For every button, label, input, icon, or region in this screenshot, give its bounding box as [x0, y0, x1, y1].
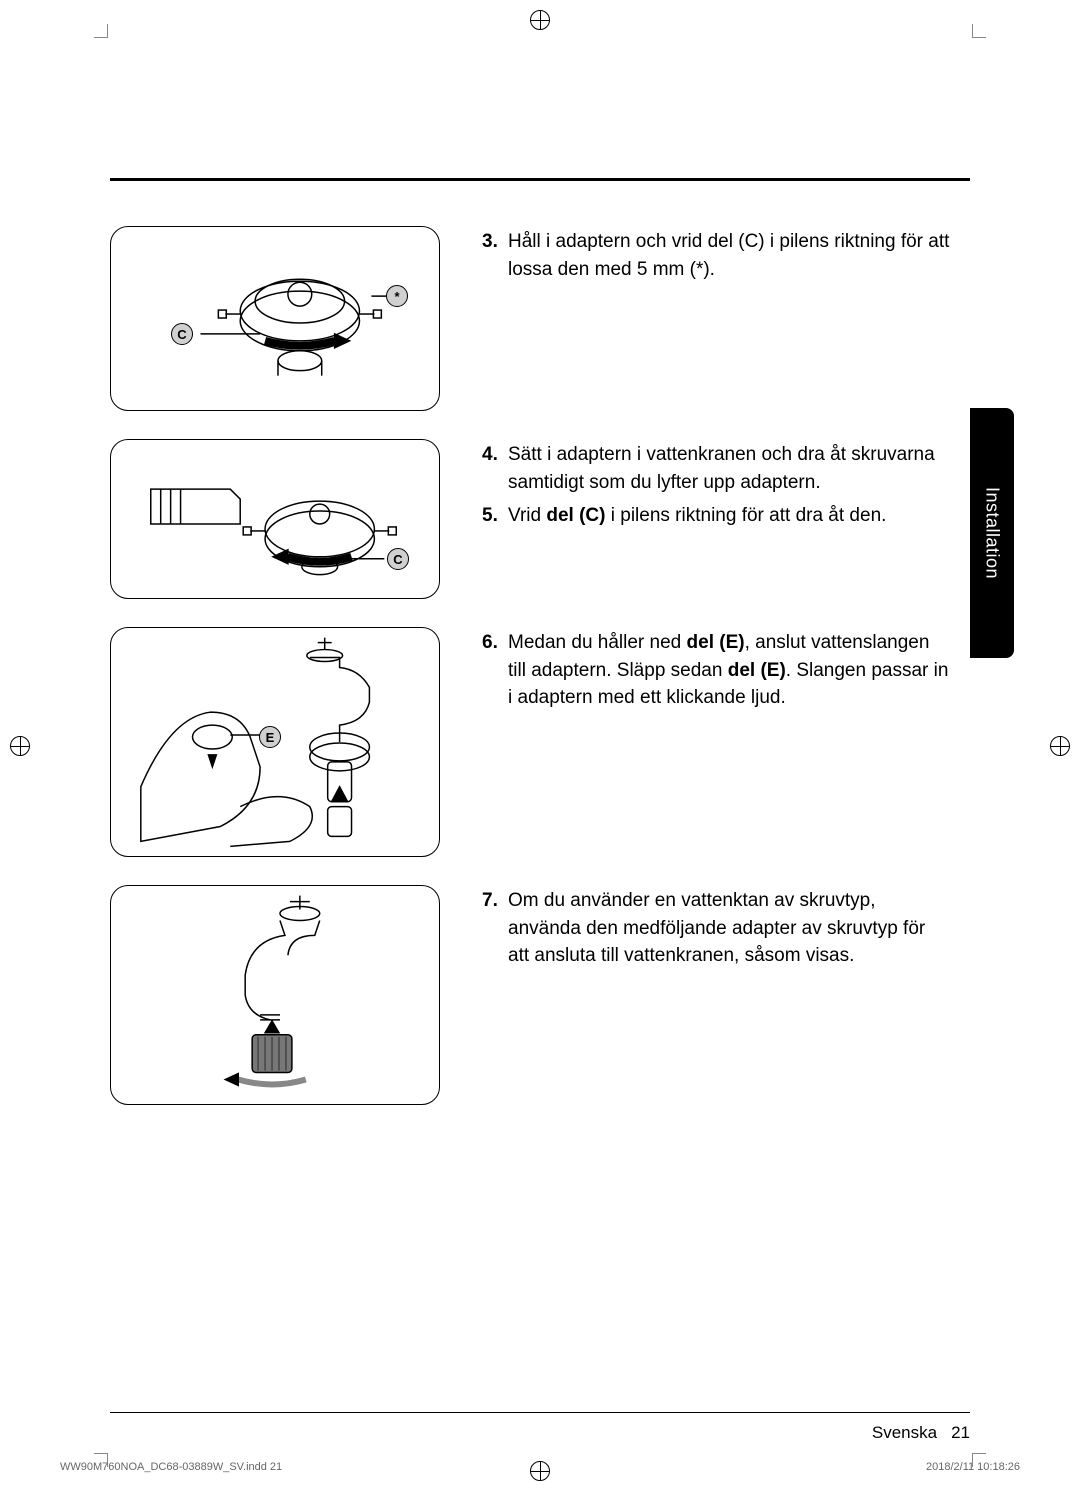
label-c: C: [387, 548, 409, 570]
step-4-number: 4.: [482, 441, 508, 496]
step-5-text: Vrid del (C) i pilens riktning för att d…: [508, 502, 950, 530]
step-4-text: Sätt i adaptern i vattenkranen och dra å…: [508, 441, 950, 496]
register-mark: [1050, 736, 1070, 756]
step-6-row: E 6. Medan du håller ned del (E), anslut…: [110, 627, 970, 857]
side-tab: Installation: [970, 408, 1014, 658]
step-6-illustration: E: [110, 627, 440, 857]
step-5-number: 5.: [482, 502, 508, 530]
label-c: C: [171, 323, 193, 345]
footer-page-number: 21: [951, 1423, 970, 1443]
step-7-text: Om du använder en vattenktan av skruvtyp…: [508, 887, 950, 970]
step-4-row: C 4. Sätt i adaptern i vattenkranen och …: [110, 439, 970, 599]
register-mark: [530, 1461, 550, 1481]
footer-language: Svenska: [872, 1423, 937, 1443]
register-mark: [530, 10, 550, 30]
step-7-illustration: [110, 885, 440, 1105]
register-mark: [10, 736, 30, 756]
page-footer: Svenska 21: [110, 1412, 970, 1443]
step-6-number: 6.: [482, 629, 508, 712]
label-e: E: [259, 726, 281, 748]
step-3-illustration: C *: [110, 226, 440, 411]
step-3-number: 3.: [482, 228, 508, 283]
step-6-text: Medan du håller ned del (E), anslut vatt…: [508, 629, 950, 712]
step-3-row: C * 3. Håll i adaptern och vrid del (C) …: [110, 226, 970, 411]
label-star: *: [386, 285, 408, 307]
step-3-text: Håll i adaptern och vrid del (C) i pilen…: [508, 228, 950, 283]
step-4-illustration: C: [110, 439, 440, 599]
indesign-timestamp: 2018/2/11 10:18:26: [926, 1461, 1020, 1473]
indesign-file-ref: WW90M760NOA_DC68-03889W_SV.indd 21: [60, 1461, 282, 1473]
step-7-row: 7. Om du använder en vattenktan av skruv…: [110, 885, 970, 1105]
page-content: C * 3. Håll i adaptern och vrid del (C) …: [110, 48, 970, 1443]
title-rule: [110, 178, 970, 181]
step-7-number: 7.: [482, 887, 508, 970]
side-tab-label: Installation: [982, 487, 1003, 579]
crop-mark: [92, 22, 108, 38]
crop-mark: [972, 22, 988, 38]
